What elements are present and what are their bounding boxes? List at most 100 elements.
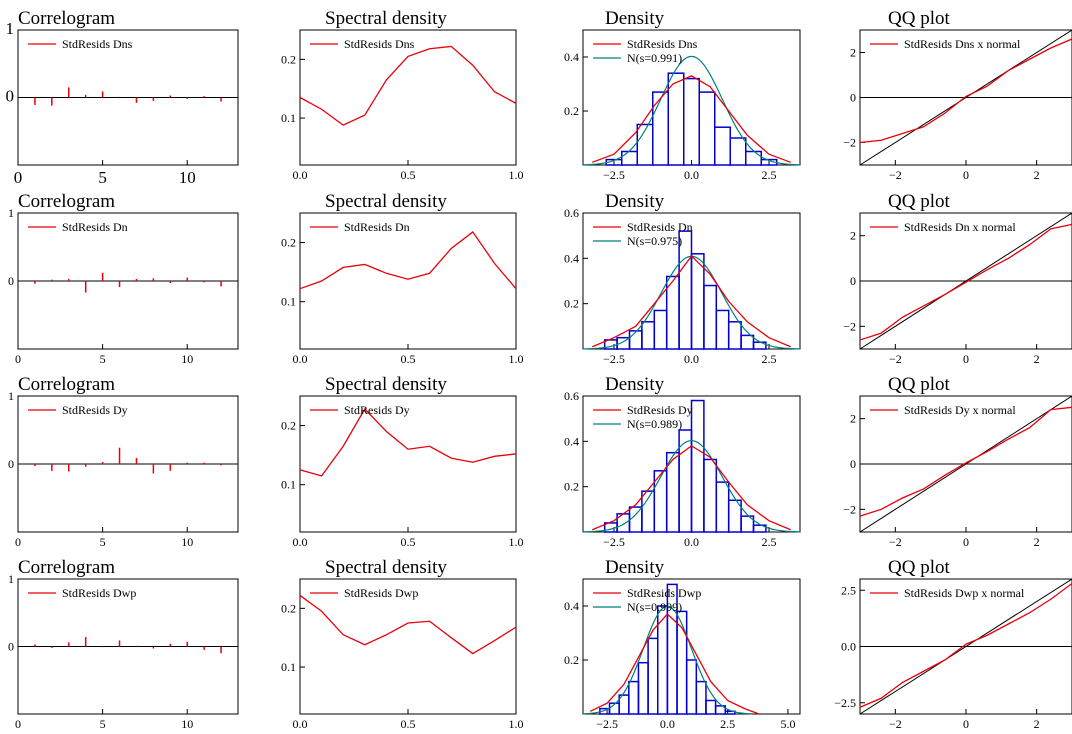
panel-title: QQ plot [888,8,950,29]
reference-line [859,29,1072,166]
qq-line [859,223,1072,341]
x-tick-label: 0.5 [401,352,416,366]
legend-label: StdResids Dwp [344,586,418,600]
x-tick-label: 2 [1034,168,1040,182]
hist-bar [685,659,698,715]
y-tick-label: 0 [8,640,14,654]
panel-title: Density [605,191,665,212]
y-tick-label: −2 [843,319,856,333]
x-tick-label: −2.5 [603,535,625,549]
x-tick-label: 0 [14,168,23,187]
x-tick-label: −2.5 [603,168,625,182]
y-tick-label: 0 [6,87,15,106]
panel-8: QQ plot −2 0 2 −2 0 2 StdResids Dn x normal [843,191,1072,366]
panel-title: Density [605,557,665,578]
reference-line [859,395,1072,533]
hist-bar [690,399,705,533]
legend-label: N(s=0.991) [627,51,682,65]
x-tick-label: 10 [181,717,193,731]
y-tick-label: 1 [8,572,14,586]
y-tick-label: −2.5 [834,696,856,710]
y-tick-label: 0.2 [281,52,296,66]
x-tick-label: −2 [889,352,902,366]
x-tick-label: 10 [181,352,193,366]
legend-label: StdResids Dn x normal [904,220,1016,234]
y-tick-label: 2 [850,412,856,426]
panel-title: Spectral density [325,557,447,578]
y-tick-label: 0.1 [281,111,296,125]
x-tick-label: 1.0 [509,168,524,182]
hist-bar [678,230,693,350]
hist-bar [705,699,717,715]
spectral-line [299,230,517,290]
x-tick-label: −2 [889,717,902,731]
hist-bar [628,330,643,350]
x-tick-label: −2 [889,535,902,549]
x-tick-label: 0 [15,535,21,549]
y-tick-label: 0.2 [281,236,296,250]
x-tick-label: 5 [98,168,107,187]
x-tick-label: 0.0 [293,352,308,366]
hist-bar [628,680,640,715]
y-tick-label: 0.4 [564,251,579,265]
spectral-line [299,594,517,655]
x-tick-label: 2.5 [720,717,735,731]
hist-bar [652,91,669,166]
x-tick-label: 2 [1034,535,1040,549]
panel-12: QQ plot −2 0 2 −2 0 2 StdResids Dy x normal [843,374,1072,549]
hist-bar [715,309,730,350]
y-tick-label: 0.2 [564,653,579,667]
x-tick-label: 0 [15,352,21,366]
hist-bar [745,150,762,166]
legend-label: StdResids Dy [344,403,410,417]
x-tick-label: 0.0 [293,535,308,549]
panel-title: QQ plot [888,191,950,212]
panel-title: Spectral density [325,374,447,395]
x-tick-label: 1.0 [509,352,524,366]
y-tick-label: 0 [850,274,856,288]
x-tick-label: 0 [963,535,969,549]
hist-bar [714,126,731,166]
x-tick-label: 5 [100,352,106,366]
panel-11: Density −2.5 0.0 2.5 0.2 0.4 0.6 StdResids DyN(… [564,374,801,549]
x-tick-label: 10 [179,168,196,187]
x-tick-label: 0.5 [401,717,416,731]
hist-bar [656,605,669,715]
y-tick-label: 2 [850,229,856,243]
x-tick-label: 0.0 [660,717,675,731]
panel-title: Correlogram [18,191,115,212]
x-tick-label: 2.5 [762,535,777,549]
panel-13: Correlogram 0 5 10 0 1 StdResids Dwp [8,557,239,731]
hist-bar [752,524,767,533]
panel-6: Spectral density 0.0 0.5 1.0 0.1 0.2 StdResids… [281,191,524,366]
x-tick-label: 0 [963,168,969,182]
x-tick-label: 2 [1034,352,1040,366]
y-tick-label: 0.2 [564,297,579,311]
x-tick-label: 5.0 [780,717,795,731]
y-tick-label: 0 [850,91,856,105]
x-tick-label: 2 [1034,717,1040,731]
y-tick-label: 0.2 [281,601,296,615]
y-tick-label: 0 [8,274,14,288]
x-tick-label: 0.0 [293,168,308,182]
y-tick-label: 0.4 [564,50,579,64]
hist-bar [665,275,680,350]
y-tick-label: 0.4 [564,434,579,448]
panel-title: QQ plot [888,374,950,395]
density-curve [589,613,760,715]
hist-bar [729,137,747,166]
y-tick-label: 1 [8,389,14,403]
hist-bar [698,91,716,166]
hist-bar [703,284,718,350]
x-tick-label: 0 [963,717,969,731]
legend-label: StdResids Dn [344,220,410,234]
hist-bar [690,253,705,350]
x-tick-label: −2.5 [596,717,618,731]
hist-bar [621,150,638,166]
hist-bar [653,309,668,350]
panel-title: Spectral density [325,8,447,29]
hist-bar [647,637,659,715]
legend-label: N(s=0.989) [627,417,682,431]
legend-label: StdResids Dy [627,403,693,417]
